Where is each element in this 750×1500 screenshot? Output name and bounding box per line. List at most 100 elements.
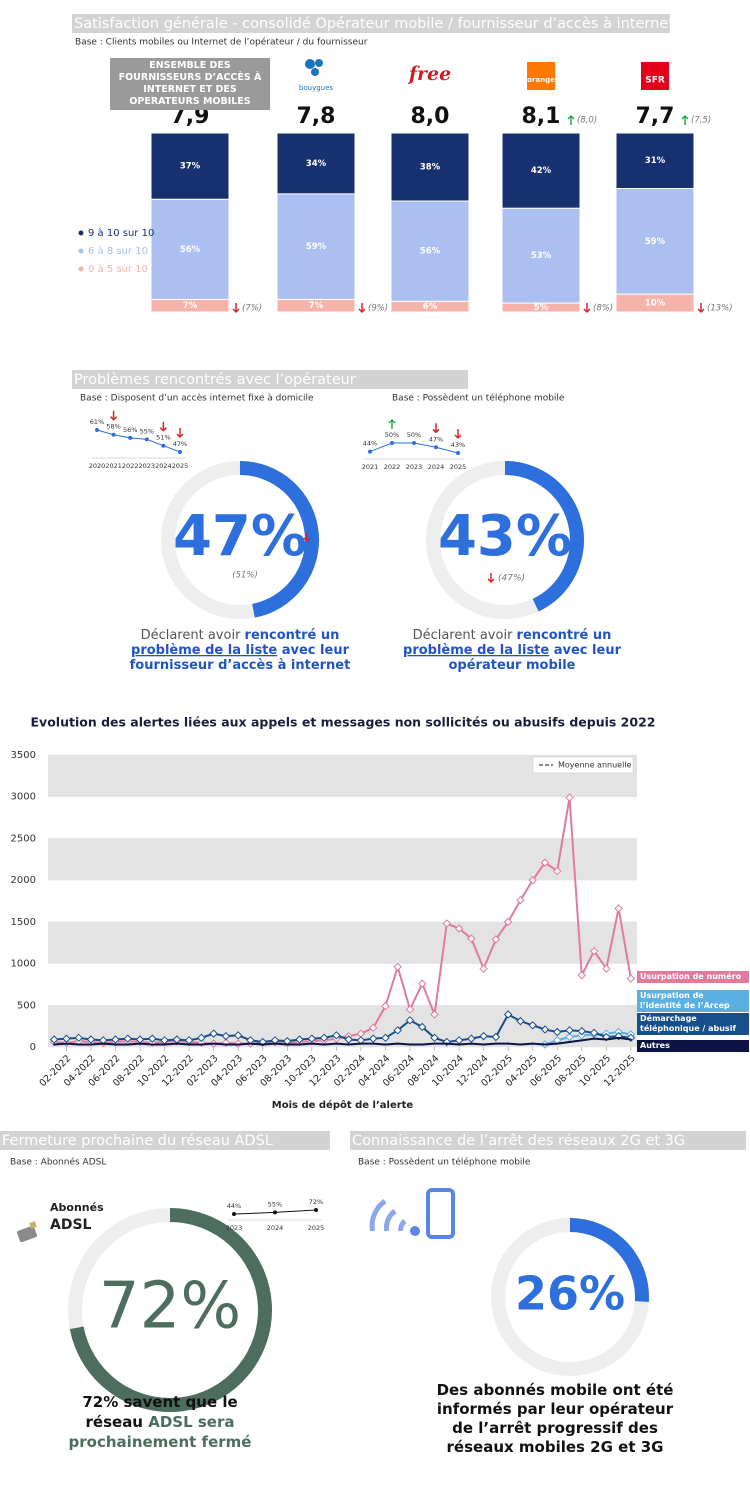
point-marker [454,924,464,933]
x-axis-label: Mois de dépôt de l’alerte [272,1099,414,1111]
y-tick-label: 3000 [11,792,36,803]
donut-value: 47% [173,504,307,569]
trend-point [314,1208,318,1212]
score: 7,7 [636,104,675,129]
description-segment: 72% savent que le [82,1393,237,1411]
description-line: prochainement fermé [69,1433,252,1451]
description-segment: réseaux mobiles 2G et 3G [447,1438,664,1456]
description-segment: avec leur [277,643,349,658]
point [212,1042,215,1045]
donut-value: 26% [515,1267,625,1321]
bar-segment [615,187,695,295]
point-marker [344,1035,353,1044]
point [139,1042,142,1045]
trend-label: 61% [90,418,104,426]
trend-label: 55% [140,427,154,435]
point-marker [393,962,402,972]
point [237,1043,240,1046]
legend-marker [78,266,84,272]
description-line: fournisseur d’accès à internet [130,658,351,673]
trend-x-label: 2021 [362,463,379,471]
point-marker [503,917,513,927]
donut-arc [569,1218,649,1302]
point [188,1043,191,1046]
trend-label: 56% [123,426,137,434]
point [286,1043,289,1046]
point-marker [565,793,574,802]
point [384,1043,387,1046]
y-tick-label: 1000 [11,959,36,970]
trend-x-label: 2024 [155,462,172,470]
point-marker [221,1031,231,1041]
bar-segment [501,132,581,209]
logo-tile [527,62,555,90]
trend-x-label: 2023 [226,1224,243,1232]
bar-segment [276,132,356,195]
trend-x-label: 2023 [139,462,156,470]
point-marker [528,875,537,885]
donut-value: 72% [99,1270,241,1344]
point-marker [368,1034,378,1043]
point-marker [540,858,550,867]
point-marker [479,964,488,973]
description-segment: Déclarent avoir [413,628,517,643]
point-marker [197,1033,206,1043]
trend-label: 58% [106,423,120,431]
data-label: 10% [645,299,666,309]
point [507,1042,510,1045]
point-marker [589,946,599,956]
description-line: informés par leur opérateur [437,1400,674,1418]
series-line [54,1036,631,1046]
change-arrow [176,428,184,439]
point-marker [405,1016,415,1025]
data-label: 34% [306,159,327,169]
description-segment: fournisseur d’accès à internet [130,658,351,673]
section-title-bar [72,14,670,33]
description-segment: problème de la liste [403,643,549,658]
previous-value: (51%) [232,571,258,581]
point [298,1043,301,1046]
point-marker [577,1026,586,1036]
donut-arc [239,461,319,618]
badge-label: ADSL [50,1217,92,1233]
trend-point [368,449,372,454]
trend-label: 51% [156,434,170,442]
point-marker [74,1033,83,1043]
section-title: Connaissance de l’arrêt des réseaux 2G e… [352,1133,685,1149]
description-segment: prochainement fermé [69,1433,252,1451]
change-arrow [681,114,689,125]
point-marker [589,1028,599,1038]
point-marker [553,866,562,876]
low-change: (8%) [593,304,613,314]
point-marker [332,1031,341,1040]
point [568,1040,571,1043]
point-marker [491,935,501,944]
point [580,1039,583,1042]
data-label: 31% [645,156,666,166]
data-label: 38% [420,163,441,173]
trend-point [161,443,166,448]
data-label: 59% [645,237,666,247]
point-marker [307,1034,317,1043]
point-marker [221,1038,231,1048]
section-title: Fermeture prochaine du réseau ADSL [2,1133,273,1149]
trend-x-label: 2023 [406,463,423,471]
low-change: (7%) [242,304,262,314]
point-marker [614,904,623,913]
subtitle: Base : Abonnés ADSL [10,1157,106,1168]
trend-point [412,441,416,445]
point-marker [233,1031,243,1040]
point-marker [62,1034,71,1043]
trend-label: 47% [429,435,443,443]
trend-x-label: 2022 [384,463,401,471]
description-line: problème de la liste avec leur [403,643,622,658]
series-end-label: Autres [637,1040,749,1052]
point [151,1043,154,1046]
y-tick-label: 2000 [11,875,36,886]
badge-icon [29,1221,37,1229]
description-segment: Déclarent avoir [141,628,245,643]
donut-value: 43% [438,504,572,569]
bar-segment [276,193,356,300]
score: 8,1 [522,104,561,129]
